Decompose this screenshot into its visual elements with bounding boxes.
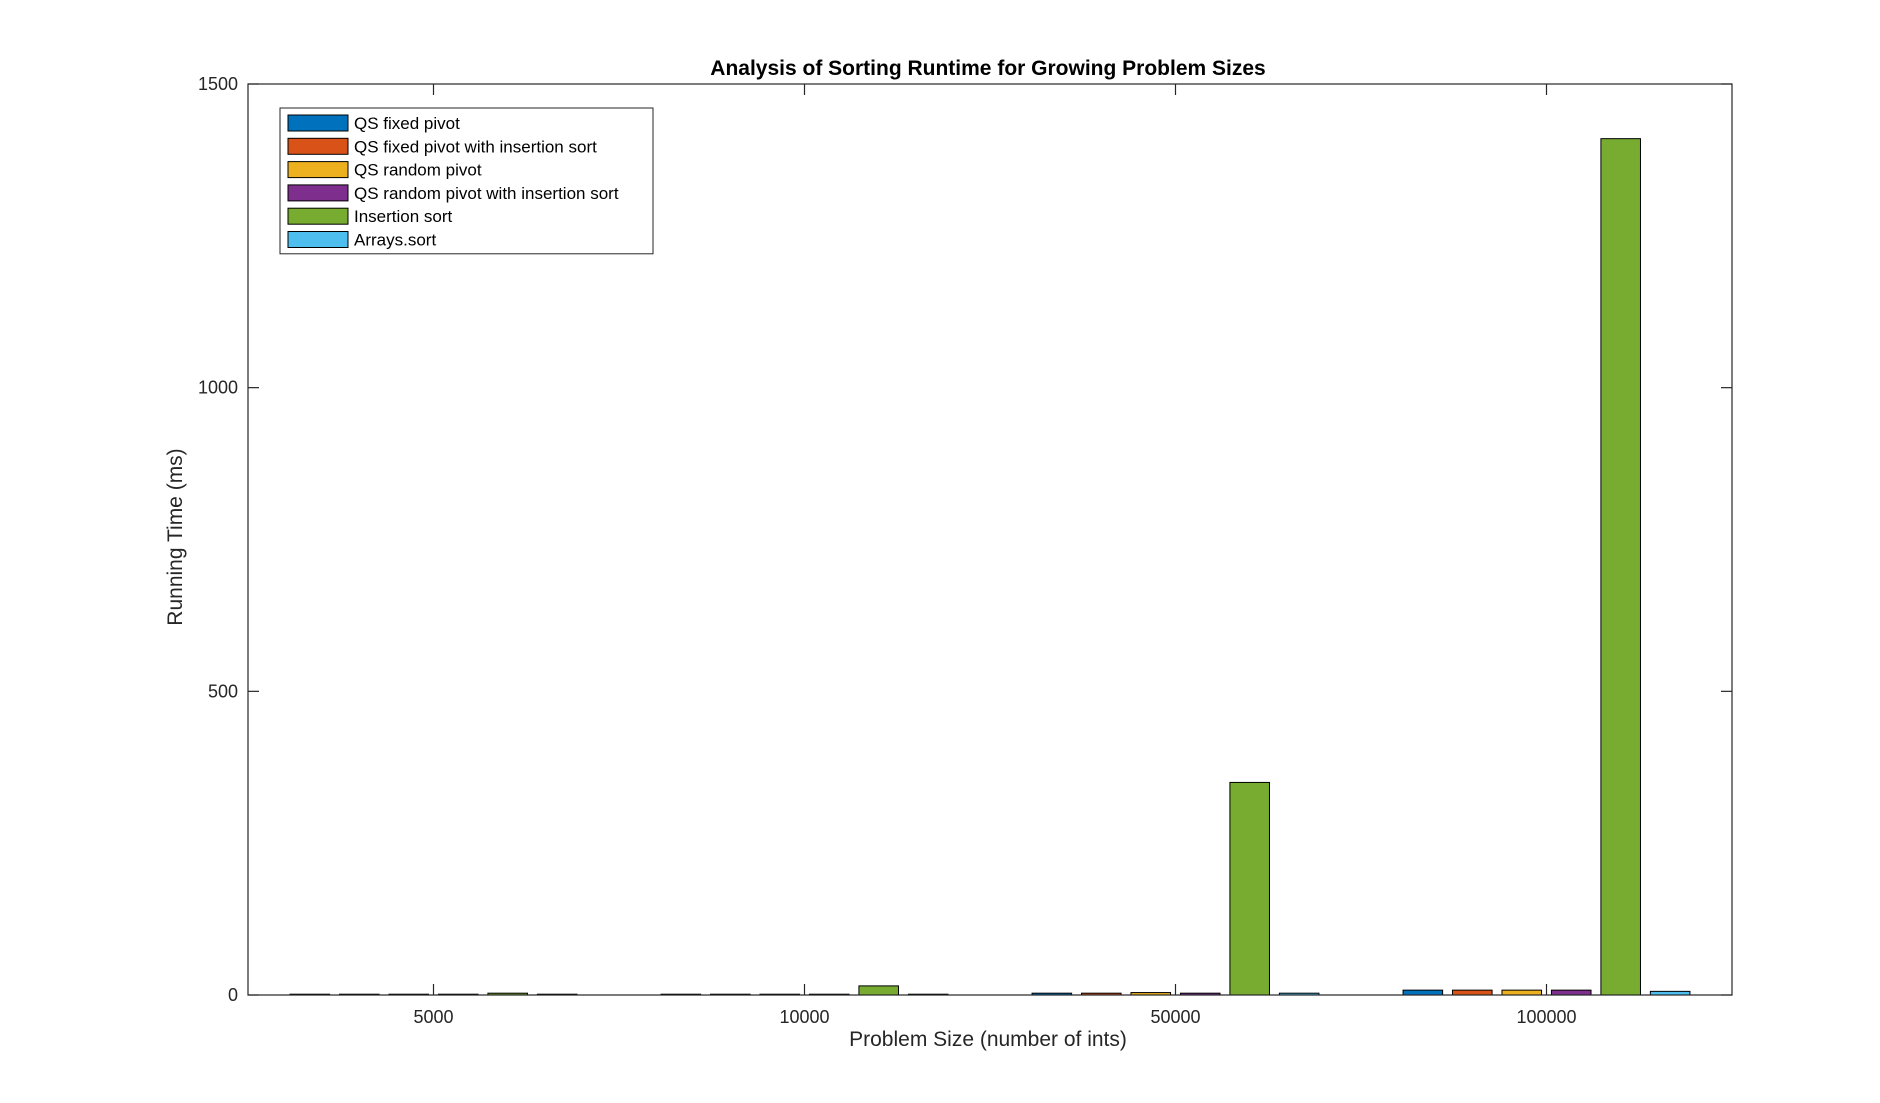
x-axis-label: Problem Size (number of ints) bbox=[849, 1028, 1127, 1051]
y-axis-label: Running Time (ms) bbox=[164, 448, 187, 625]
bar-4-3 bbox=[1600, 138, 1641, 996]
bar-1-3 bbox=[1452, 989, 1493, 996]
legend-label: Insertion sort bbox=[354, 207, 453, 226]
axes-layer: 5000 10000 50000 100000 0 500 1000 1500 bbox=[198, 74, 1733, 1027]
x-tick-label: 100000 bbox=[1516, 1007, 1576, 1027]
bars-layer bbox=[289, 138, 1691, 996]
legend-swatch bbox=[287, 161, 349, 179]
x-tick-label: 50000 bbox=[1150, 1007, 1200, 1027]
y-tick-label: 0 bbox=[228, 985, 238, 1005]
legend-swatch bbox=[287, 184, 349, 202]
legend-label: QS fixed pivot bbox=[354, 114, 460, 133]
y-tick-label: 1500 bbox=[198, 74, 238, 94]
legend-swatch bbox=[287, 137, 349, 155]
x-tick-label: 10000 bbox=[779, 1007, 829, 1027]
legend-label: QS fixed pivot with insertion sort bbox=[354, 137, 597, 156]
bar-0-3 bbox=[1402, 989, 1444, 996]
y-tick-label: 1000 bbox=[198, 378, 238, 398]
y-tick-label: 500 bbox=[208, 681, 238, 701]
bar-4-1 bbox=[858, 985, 899, 996]
legend-swatch bbox=[287, 207, 349, 225]
legend-swatch bbox=[287, 114, 349, 132]
chart-title: Analysis of Sorting Runtime for Growing … bbox=[710, 57, 1265, 80]
legend-label: Arrays.sort bbox=[354, 231, 436, 250]
legend-swatch bbox=[287, 231, 349, 248]
legend-box bbox=[279, 107, 654, 255]
legend-label: QS random pivot bbox=[354, 161, 482, 180]
plot-frame bbox=[247, 83, 1733, 996]
legend-label: QS random pivot with insertion sort bbox=[354, 184, 619, 203]
bar-2-3 bbox=[1501, 989, 1543, 996]
bar-3-3 bbox=[1550, 989, 1592, 996]
legend: QS fixed pivot QS fixed pivot with insert… bbox=[279, 107, 654, 255]
bar-4-2 bbox=[1229, 781, 1270, 996]
x-tick-label: 5000 bbox=[413, 1007, 453, 1027]
